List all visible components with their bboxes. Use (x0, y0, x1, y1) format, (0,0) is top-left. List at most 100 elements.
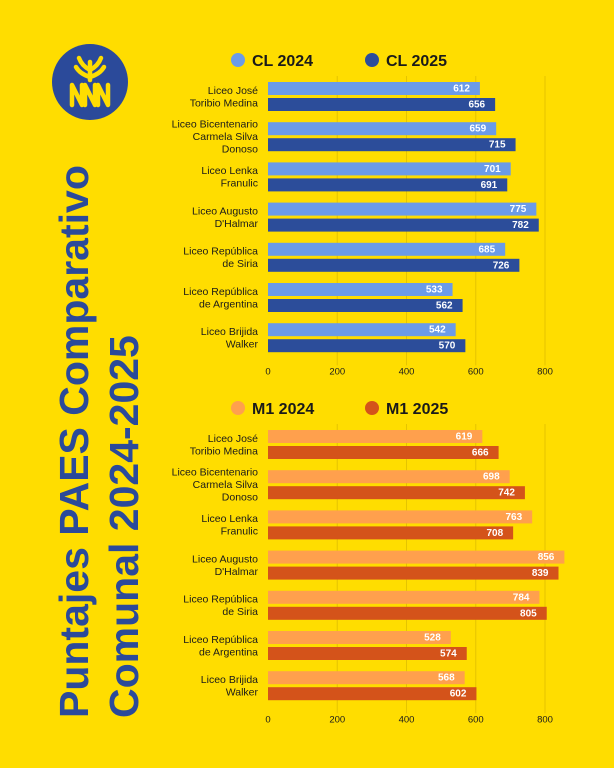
m1-category-label-line: Liceo Bicentenario (172, 467, 259, 479)
m1-category-label: Liceo Bicentenario Carmela Silva Donoso (172, 467, 259, 504)
m1-data-label: 574 (440, 649, 457, 660)
m1-bar-m1-2024 (268, 470, 510, 484)
cl-category-label-line: Walker (226, 338, 259, 350)
m1-category-label-line: Carmela Silva (193, 479, 259, 491)
m1-data-label: 784 (513, 592, 530, 603)
m1-legend-marker (231, 401, 245, 415)
m1-x-tick-label: 200 (329, 714, 345, 725)
m1-legend-label: M1 2025 (386, 401, 448, 418)
logo-badge (52, 44, 128, 120)
cl-legend: CL 2024 CL 2025 (231, 53, 447, 70)
cl-x-axis: 0 200 400 600 800 (265, 366, 553, 377)
cl-bar-cl-2025 (268, 138, 516, 152)
cl-bar-cl-2025 (268, 98, 496, 111)
cl-legend-marker (231, 53, 245, 67)
cl-bar-cl-2024 (268, 202, 537, 216)
m1-bar-m1-2024 (268, 550, 565, 564)
m1-category-label-line: Liceo Brijida (201, 674, 258, 686)
cl-category-label-line: Carmela Silva (193, 131, 259, 143)
cl-category-label-line: Liceo Bicentenario (172, 119, 259, 131)
cl-data-label: 656 (468, 100, 485, 111)
cl-bar-cl-2025 (268, 178, 508, 192)
cl-x-tick-label: 200 (329, 366, 345, 377)
cl-legend-label: CL 2025 (386, 53, 447, 70)
m1-category-label-line: Liceo Augusto (192, 553, 258, 565)
m1-category-label-line: Liceo José (208, 433, 258, 445)
title-line-1: Puntajes PAES Comparativo (51, 165, 97, 718)
cl-data-label: 570 (439, 341, 456, 352)
chart-m1: M1 2024 M1 2025 Liceo José Toribio Medina 61… (172, 401, 565, 725)
m1-data-label: 742 (498, 488, 515, 499)
m1-x-tick-label: 0 (265, 714, 270, 725)
m1-category-label-line: Liceo República (183, 634, 258, 646)
m1-bar-m1-2025 (268, 606, 547, 620)
m1-data-label: 839 (532, 568, 549, 579)
m1-data-label: 568 (438, 673, 455, 684)
cl-bar-cl-2024 (268, 242, 506, 256)
m1-data-label: 708 (486, 528, 503, 539)
m1-category-label-line: Liceo Lenka (201, 513, 258, 525)
m1-bar-m1-2024 (268, 671, 465, 685)
cl-category-label: Liceo República de Siria (183, 246, 258, 270)
cl-data-label: 533 (426, 285, 443, 296)
cl-category-label: Liceo República de Argentina (183, 286, 258, 311)
m1-category-label-line: de Siria (222, 606, 258, 618)
m1-data-label: 619 (456, 432, 473, 443)
m1-bar-m1-2025 (268, 526, 514, 540)
cl-data-label: 685 (478, 244, 495, 255)
cl-bar-cl-2024 (268, 162, 511, 176)
cl-category-label: Liceo José Toribio Medina (190, 85, 258, 110)
m1-category-label: Liceo Augusto D'Halmar (192, 553, 258, 578)
m1-category-label-line: Toribio Medina (190, 445, 258, 457)
cl-data-label: 726 (493, 260, 510, 271)
cl-data-label: 701 (484, 164, 501, 175)
m1-bar-m1-2025 (268, 566, 559, 580)
m1-bar-m1-2025 (268, 647, 467, 660)
m1-category-label-line: Franulic (221, 526, 258, 538)
m1-bar-m1-2024 (268, 631, 451, 644)
m1-x-axis: 0 200 400 600 800 (265, 714, 553, 725)
m1-x-tick-label: 800 (537, 714, 553, 725)
cl-bar-cl-2024 (268, 122, 497, 136)
cl-legend-label: CL 2024 (252, 53, 313, 70)
cl-bar-cl-2025 (268, 218, 539, 232)
m1-data-label: 698 (483, 472, 500, 483)
title-line-2: Comunal 2024-2025 (101, 335, 147, 718)
m1-bar-m1-2024 (268, 510, 533, 524)
cl-x-tick-label: 800 (537, 366, 553, 377)
m1-legend: M1 2024 M1 2025 (231, 401, 448, 418)
cl-data-label: 715 (489, 140, 506, 151)
cl-category-label-line: Liceo José (208, 85, 258, 97)
cl-bar-cl-2024 (268, 283, 453, 296)
cl-category-label: Liceo Augusto D'Halmar (192, 205, 258, 230)
cl-category-label: Liceo Lenka Franulic (201, 165, 258, 190)
cl-x-tick-label: 400 (399, 366, 415, 377)
cl-data-label: 562 (436, 301, 453, 312)
m1-bar-m1-2024 (268, 430, 483, 443)
cl-x-tick-label: 600 (468, 366, 484, 377)
cl-legend-marker (365, 53, 379, 67)
cl-category-label-line: Franulic (221, 178, 258, 190)
m1-legend-label: M1 2024 (252, 401, 314, 418)
m1-category-label-line: de Argentina (199, 646, 258, 658)
m1-data-label: 528 (424, 633, 441, 644)
cl-data-label: 612 (453, 84, 470, 95)
cl-category-label-line: Liceo República (183, 286, 258, 298)
cl-category-label-line: D'Halmar (215, 218, 259, 230)
chart-cl: CL 2024 CL 2025 Liceo José Toribio Medina 61… (172, 53, 553, 377)
m1-bar-m1-2025 (268, 687, 477, 701)
m1-data-label: 602 (450, 689, 467, 700)
m1-x-tick-label: 400 (399, 714, 415, 725)
cl-bar-cl-2025 (268, 339, 466, 353)
cl-category-label-line: Donoso (222, 144, 258, 156)
m1-category-label: Liceo Brijida Walker (201, 674, 259, 699)
cl-category-label: Liceo Bicentenario Carmela Silva Donoso (172, 119, 259, 156)
m1-category-label: Liceo República de Siria (183, 594, 258, 619)
m1-bar-m1-2025 (268, 446, 499, 459)
cl-category-label: Liceo Brijida Walker (201, 326, 259, 351)
cl-category-label-line: Liceo Lenka (201, 165, 258, 177)
cl-category-label-line: Toribio Medina (190, 97, 258, 109)
m1-data-label: 763 (506, 512, 523, 523)
cl-category-label-line: Liceo Augusto (192, 205, 258, 217)
cl-category-label-line: de Siria (222, 258, 258, 270)
